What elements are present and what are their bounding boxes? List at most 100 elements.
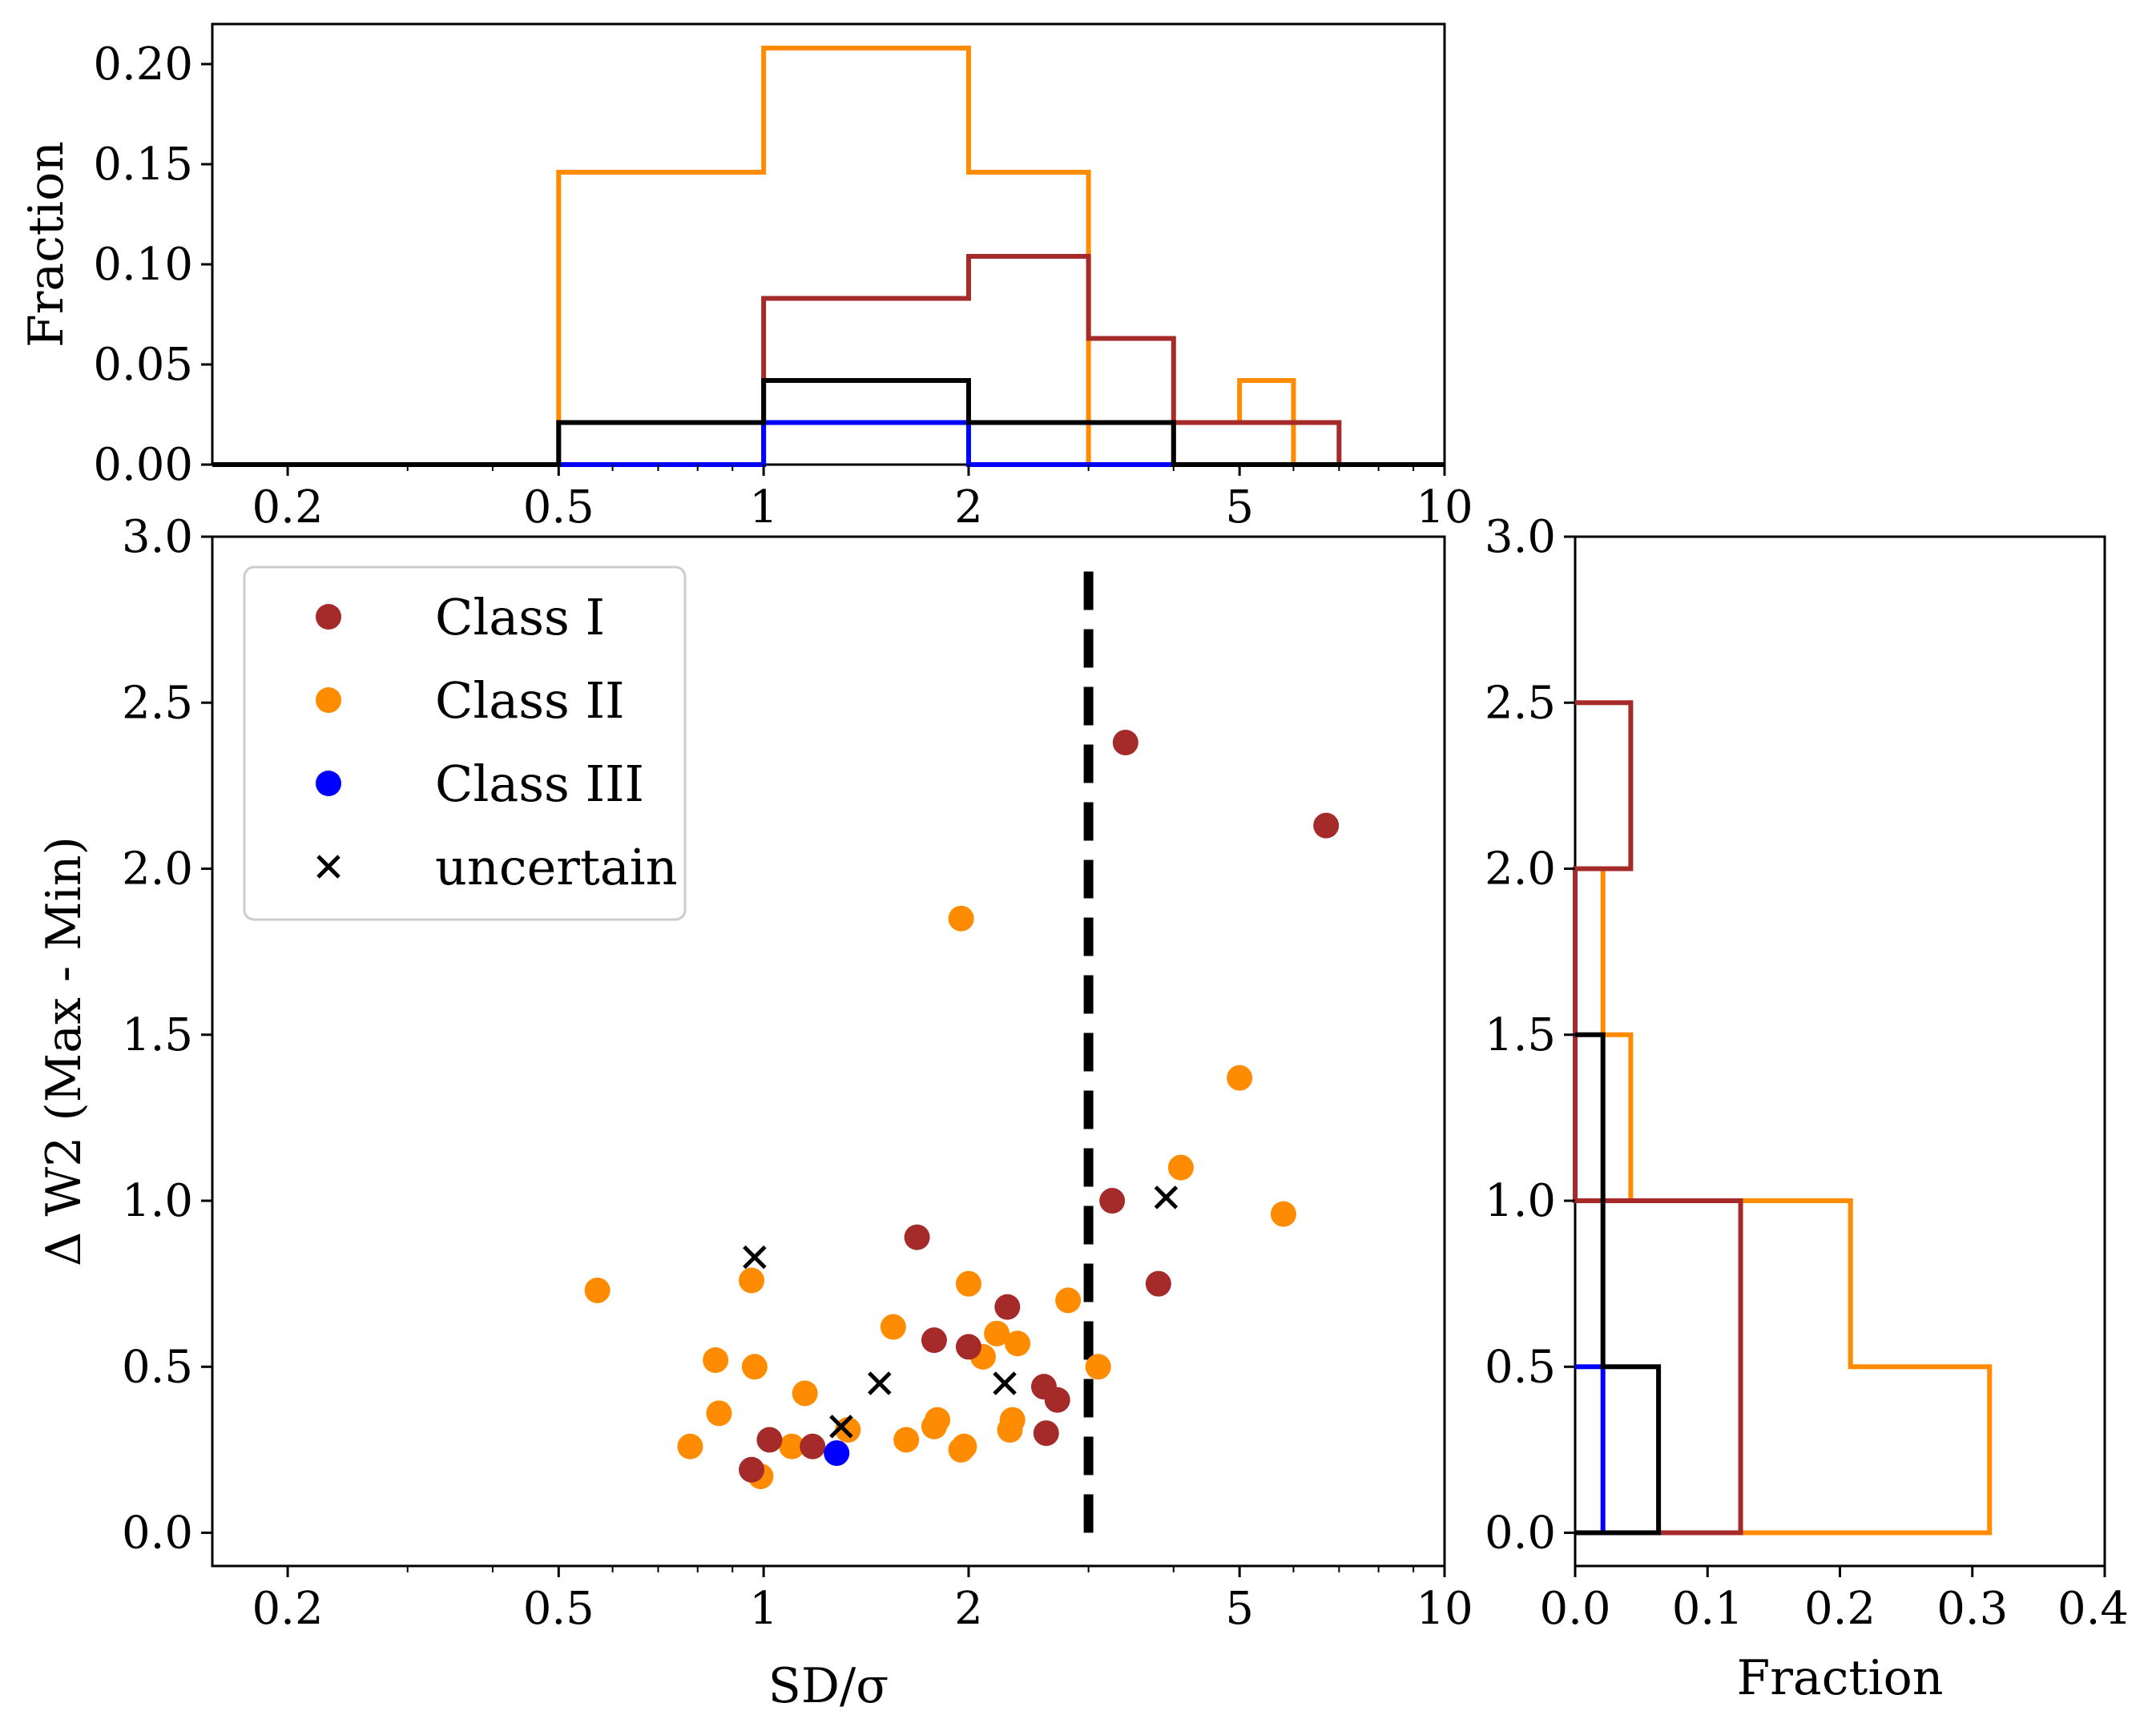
right-hist-ytick-label: 1.5 bbox=[1485, 1009, 1556, 1061]
scatter-point-uncertain bbox=[868, 1371, 892, 1395]
legend-label-uncertain: uncertain bbox=[435, 838, 678, 896]
scatter-point-class_ii bbox=[1085, 1354, 1111, 1380]
legend-label-class_iii: Class III bbox=[435, 755, 644, 813]
scatter-xtick-label: 5 bbox=[1225, 1583, 1254, 1635]
scatter-point-class_ii bbox=[999, 1407, 1026, 1433]
scatter-xtick-label: 0.2 bbox=[252, 1583, 324, 1635]
legend-marker-class_ii bbox=[316, 687, 341, 713]
legend-marker-uncertain bbox=[316, 855, 341, 879]
scatter-ylabel: Δ W2 (Max - Min) bbox=[36, 836, 92, 1266]
scatter-point-class_i bbox=[1145, 1270, 1171, 1297]
scatter-point-class_ii bbox=[984, 1320, 1010, 1347]
top-hist-xtick-label: 10 bbox=[1416, 481, 1473, 533]
legend-label-class_ii: Class II bbox=[435, 671, 625, 730]
scatter-ytick-label: 1.0 bbox=[122, 1175, 193, 1227]
scatter-point-class_i bbox=[1112, 730, 1138, 755]
right-hist-xlabel: Fraction bbox=[1737, 1650, 1944, 1706]
top-histogram: 0.00 0.05 0.10 0.15 0.20 0.2 0.5 1 2 5 10 Fraction bbox=[18, 22, 1473, 533]
scatter-point-class_ii bbox=[925, 1407, 951, 1433]
top-hist-xtick-label: 0.5 bbox=[523, 481, 594, 533]
scatter-point-class_i bbox=[756, 1427, 783, 1453]
scatter-point-class_ii bbox=[880, 1314, 906, 1340]
legend-marker-class_iii bbox=[316, 771, 341, 796]
scatter-point-class_ii bbox=[1055, 1287, 1082, 1314]
scatter-ytick-label: 3.0 bbox=[122, 511, 193, 563]
scatter-point-class_ii bbox=[893, 1427, 920, 1453]
top-hist-ylabel: Fraction bbox=[18, 141, 75, 348]
legend: Class I Class II Class III uncertain bbox=[243, 566, 687, 921]
scatter-point-class_iii bbox=[824, 1440, 850, 1467]
scatter-point-class_i bbox=[1033, 1420, 1059, 1447]
right-histogram: 0.0 0.5 1.0 1.5 2.0 2.5 3.0 0.0 0.1 0.2 0.3 0.4 Frac… bbox=[1485, 511, 2129, 1706]
right-hist-ytick-label: 2.0 bbox=[1485, 843, 1556, 896]
scatter-point-class_ii bbox=[948, 905, 974, 932]
right-hist-xtick-label: 0.0 bbox=[1539, 1583, 1610, 1635]
scatter-point-class_ii bbox=[741, 1354, 768, 1380]
scatter-point-class_ii bbox=[955, 1270, 981, 1297]
scatter-point-class_i bbox=[1313, 812, 1340, 839]
top-hist-step-class_i bbox=[212, 254, 1445, 467]
top-hist-ytick-label: 0.20 bbox=[93, 38, 193, 91]
right-hist-xtick-label: 0.2 bbox=[1804, 1583, 1876, 1635]
scatter-point-class_ii bbox=[677, 1433, 703, 1459]
top-hist-step-uncertain bbox=[212, 378, 1445, 467]
scatter-point-class_i bbox=[739, 1456, 765, 1483]
scatter-point-class_i bbox=[800, 1433, 826, 1459]
scatter-point-class_ii bbox=[779, 1433, 805, 1459]
top-hist-ytick-label: 0.15 bbox=[93, 139, 193, 191]
scatter-ytick-label: 0.0 bbox=[122, 1508, 193, 1560]
scatter-ytick-label: 0.5 bbox=[122, 1341, 193, 1393]
scatter-point-class_ii bbox=[792, 1380, 818, 1407]
right-hist-step-uncertain bbox=[1575, 1032, 1662, 1536]
top-hist-ytick-label: 0.00 bbox=[93, 439, 193, 491]
top-hist-xtick-label: 0.2 bbox=[252, 481, 324, 533]
scatter-point-class_i bbox=[994, 1294, 1021, 1320]
scatter-point-class_ii bbox=[1270, 1201, 1296, 1227]
scatter-point-uncertain bbox=[743, 1245, 767, 1270]
scatter-xtick-label: 2 bbox=[954, 1583, 983, 1635]
right-hist-ytick-label: 1.0 bbox=[1485, 1175, 1556, 1227]
right-hist-step-class_i bbox=[1573, 700, 1743, 1536]
top-hist-step-class_iii bbox=[212, 420, 1445, 467]
right-hist-step-class_iii bbox=[1575, 1364, 1606, 1536]
top-hist-step-class_ii bbox=[212, 46, 1445, 467]
scatter-point-class_ii bbox=[739, 1267, 765, 1294]
scatter-ytick-label: 2.0 bbox=[122, 843, 193, 896]
right-hist-ytick-label: 3.0 bbox=[1485, 511, 1556, 563]
scatter-point-uncertain bbox=[993, 1371, 1017, 1395]
scatter-point-class_i bbox=[904, 1224, 930, 1250]
scatter-point-class_ii bbox=[1227, 1065, 1253, 1091]
top-hist-ytick-label: 0.10 bbox=[93, 239, 193, 291]
scatter-point-class_i bbox=[921, 1327, 947, 1354]
right-hist-ytick-label: 0.0 bbox=[1485, 1508, 1556, 1560]
top-hist-xtick-label: 2 bbox=[954, 481, 983, 533]
scatter-point-class_ii bbox=[706, 1400, 732, 1427]
scatter-point-class_ii bbox=[1167, 1154, 1194, 1181]
scatter-point-class_ii bbox=[951, 1433, 977, 1459]
top-hist-xtick-label: 5 bbox=[1225, 481, 1254, 533]
top-hist-ytick-label: 0.05 bbox=[93, 339, 193, 391]
right-hist-ytick-label: 0.5 bbox=[1485, 1341, 1556, 1393]
right-hist-xtick-label: 0.3 bbox=[1936, 1583, 2008, 1635]
scatter-point-class_i bbox=[955, 1334, 981, 1360]
legend-box bbox=[243, 566, 687, 921]
scatter-frame bbox=[211, 535, 1446, 1568]
scatter-point-class_i bbox=[1044, 1387, 1070, 1413]
legend-label-class_i: Class I bbox=[435, 588, 605, 646]
scatter-point-uncertain bbox=[1154, 1186, 1179, 1210]
top-hist-xtick-label: 1 bbox=[749, 481, 778, 533]
scatter-ytick-label: 2.5 bbox=[122, 677, 193, 729]
right-hist-ytick-label: 2.5 bbox=[1485, 677, 1556, 729]
right-hist-xtick-label: 0.4 bbox=[2057, 1583, 2129, 1635]
scatter-point-class_ii bbox=[1005, 1330, 1031, 1357]
scatter-point-uncertain bbox=[829, 1415, 853, 1439]
right-hist-xtick-label: 0.1 bbox=[1672, 1583, 1743, 1635]
scatter-point-class_ii bbox=[703, 1347, 729, 1373]
scatter-xtick-label: 1 bbox=[749, 1583, 778, 1635]
top-hist-frame bbox=[211, 22, 1446, 466]
scatter-ytick-label: 1.5 bbox=[122, 1009, 193, 1061]
right-hist-frame bbox=[1574, 535, 2106, 1568]
legend-marker-class_i bbox=[316, 604, 341, 630]
scatter-point-class_i bbox=[1099, 1188, 1126, 1214]
